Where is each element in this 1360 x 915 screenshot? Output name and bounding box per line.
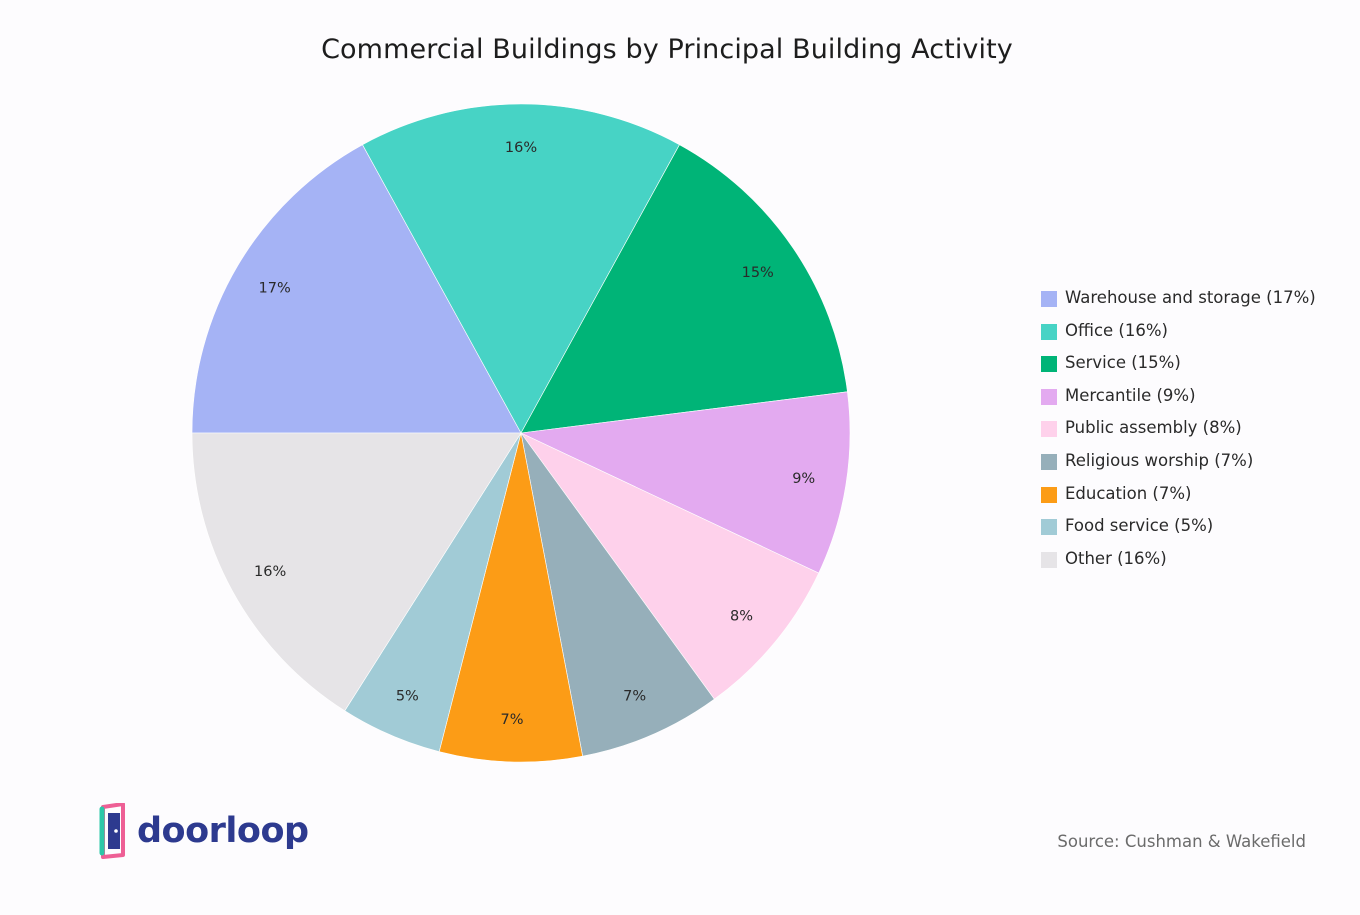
legend-label-5: Religious worship (7%) (1065, 450, 1254, 470)
legend-swatch-5 (1041, 453, 1057, 470)
slice-label-3: 9% (792, 471, 815, 487)
slice-label-7: 5% (396, 689, 419, 705)
pie-slice-2 (520, 144, 848, 434)
legend-swatch-4 (1041, 421, 1057, 438)
legend-label-0: Warehouse and storage (17%) (1065, 288, 1316, 307)
legend-swatch-3 (1041, 388, 1057, 405)
legend-item-4: Public assembly (8%) (1041, 418, 1316, 451)
pie-slice-8 (191, 432, 522, 712)
legend-label-6: Education (7%) (1065, 483, 1192, 503)
legend-item-7: Food service (5%) (1041, 516, 1316, 549)
legend-item-6: Education (7%) (1041, 484, 1316, 517)
legend-label-1: Office (16%) (1065, 320, 1168, 340)
slice-label-4: 8% (730, 608, 753, 624)
legend-item-5: Religious worship (7%) (1041, 451, 1316, 484)
pie-slice-5 (520, 432, 715, 757)
pie-slice-1 (362, 103, 680, 434)
slice-label-8: 16% (254, 564, 286, 580)
legend-label-2: Service (15%) (1065, 353, 1181, 373)
legend-item-2: Service (15%) (1041, 353, 1316, 386)
brand-logo: doorloop (99, 803, 309, 859)
legend-label-4: Public assembly (8%) (1065, 418, 1242, 438)
door-icon (99, 803, 125, 859)
legend-label-7: Food service (5%) (1065, 516, 1214, 536)
legend-item-3: Mercantile (9%) (1041, 386, 1316, 419)
legend-swatch-2 (1041, 356, 1057, 373)
legend-swatch-1 (1041, 323, 1057, 340)
legend-swatch-0 (1041, 291, 1057, 307)
source-note: Source: Cushman & Wakefield (1057, 832, 1306, 851)
chart-title: Commercial Buildings by Principal Buildi… (321, 34, 1013, 65)
brand-wordmark: doorloop (137, 810, 309, 851)
pie-slice-4 (520, 432, 820, 700)
slice-label-1: 16% (505, 140, 537, 156)
legend-swatch-6 (1041, 486, 1057, 503)
legend-swatch-8 (1041, 551, 1057, 568)
slice-label-6: 7% (501, 712, 524, 728)
pie-chart: 17% 16% 15% 9% 8% 7% 7% 5% 16% (191, 103, 851, 763)
slice-label-2: 15% (742, 265, 774, 281)
legend-item-1: Office (16%) (1041, 321, 1316, 354)
pie-slice-0 (191, 144, 522, 434)
slice-label-5: 7% (623, 689, 646, 705)
legend-swatch-7 (1041, 519, 1057, 536)
legend-label-3: Mercantile (9%) (1065, 385, 1196, 405)
legend-item-8: Other (16%) (1041, 549, 1316, 582)
chart-legend: Warehouse and storage (17%) Office (16%) S… (1041, 288, 1316, 581)
legend-label-8: Other (16%) (1065, 548, 1167, 568)
legend-item-0: Warehouse and storage (17%) (1041, 288, 1316, 321)
pie-slice-6 (438, 432, 583, 763)
slice-label-0: 17% (259, 280, 291, 296)
pie-slice-3 (519, 391, 851, 574)
